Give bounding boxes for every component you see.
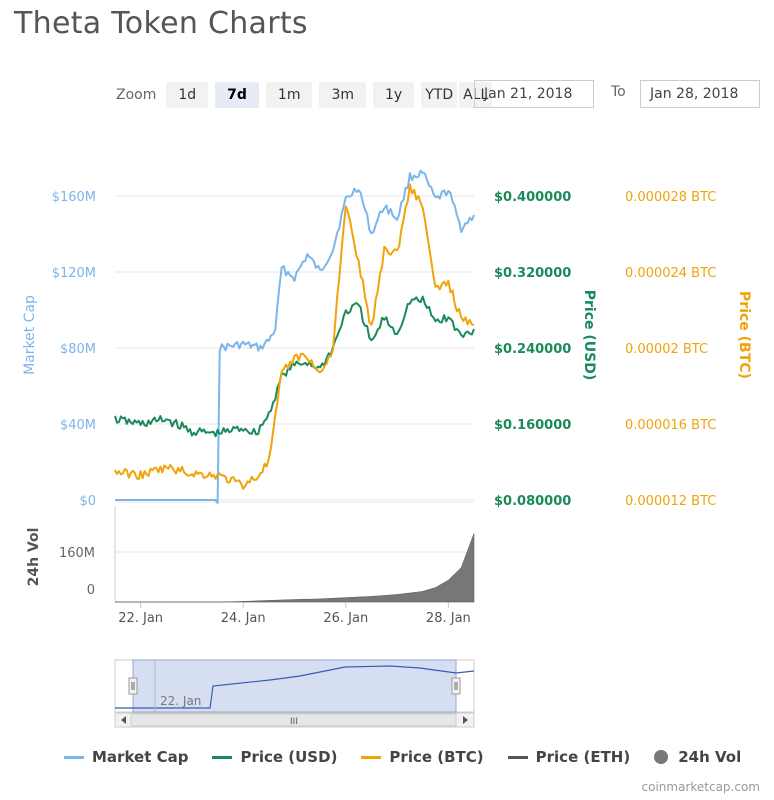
price-btc-tick-label: 0.000016 BTC xyxy=(625,418,716,433)
market-cap-tick-label: $160M xyxy=(52,190,96,205)
range-to-label: To xyxy=(611,84,626,100)
credit-text: coinmarketcap.com xyxy=(641,780,760,794)
market-cap-tick-label: $80M xyxy=(60,342,96,357)
zoom-1y-button[interactable]: 1y xyxy=(373,82,415,108)
market-cap-tick-label: $0 xyxy=(79,494,96,509)
x-tick-label: 26. Jan xyxy=(323,611,368,626)
price-chart: $0 $0.080000 0.000012 BTC $40M $0.160000 0.00… xyxy=(22,169,752,728)
zoom-1m-button[interactable]: 1m xyxy=(265,82,313,108)
volume-axis-title: 24h Vol xyxy=(26,528,42,587)
price-usd-series-line xyxy=(114,295,475,438)
x-tick-label: 24. Jan xyxy=(221,611,266,626)
volume-area xyxy=(115,533,475,603)
legend-label: Market Cap xyxy=(92,748,189,766)
zoom-1d-button[interactable]: 1d xyxy=(166,82,209,108)
legend-item-price-btc[interactable]: Price (BTC) xyxy=(361,748,484,766)
range-to-input[interactable]: Jan 28, 2018 xyxy=(640,80,760,108)
navigator-handle[interactable] xyxy=(128,677,138,695)
zoom-ytd-button[interactable]: YTD xyxy=(421,82,458,108)
legend-item-market-cap[interactable]: Market Cap xyxy=(64,748,188,766)
legend-item-price-eth[interactable]: Price (ETH) xyxy=(507,748,631,766)
market-cap-axis-title: Market Cap xyxy=(22,295,38,375)
legend-item-price-usd[interactable]: Price (USD) xyxy=(212,748,337,766)
legend: Market Cap Price (USD) Price (BTC) Price… xyxy=(64,748,765,766)
price-btc-axis-title: Price (BTC) xyxy=(736,291,752,379)
navigator-handle[interactable] xyxy=(451,677,461,695)
navigator-tick-label: 22. Jan xyxy=(160,694,201,708)
zoom-7d-button[interactable]: 7d xyxy=(215,82,259,108)
price-btc-tick-label: 0.000012 BTC xyxy=(625,494,716,509)
price-btc-series-line xyxy=(114,183,475,490)
scroll-right-icon[interactable] xyxy=(463,716,468,724)
price-btc-tick-label: 0.00002 BTC xyxy=(625,342,708,357)
legend-label: Price (BTC) xyxy=(389,748,484,766)
navigator-scrollbar-thumb[interactable] xyxy=(130,713,457,727)
scrollbar-grip-label: III xyxy=(290,717,298,727)
legend-label: Price (ETH) xyxy=(535,748,631,766)
price-usd-tick-label: $0.400000 xyxy=(494,190,571,205)
price-usd-axis-title: Price (USD) xyxy=(581,290,597,381)
volume-tick-label: 0 xyxy=(87,583,95,598)
zoom-3m-button[interactable]: 3m xyxy=(319,82,367,108)
legend-label: Price (USD) xyxy=(240,748,338,766)
market-cap-tick-label: $120M xyxy=(52,266,96,281)
market-cap-tick-label: $40M xyxy=(60,418,96,433)
legend-label: 24h Vol xyxy=(678,748,742,766)
x-tick-label: 28. Jan xyxy=(426,611,471,626)
price-usd-tick-label: $0.160000 xyxy=(494,418,571,433)
zoom-label: Zoom xyxy=(116,87,157,103)
legend-item-24h-vol[interactable]: 24h Vol xyxy=(654,748,741,766)
price-usd-tick-label: $0.240000 xyxy=(494,342,571,357)
price-btc-tick-label: 0.000024 BTC xyxy=(625,266,716,281)
zoom-all-button[interactable]: ALL xyxy=(459,82,493,108)
price-btc-tick-label: 0.000028 BTC xyxy=(625,190,716,205)
scroll-left-icon[interactable] xyxy=(121,716,126,724)
legend-dot-icon xyxy=(654,750,669,764)
navigator-selection xyxy=(132,659,457,713)
price-usd-tick-label: $0.080000 xyxy=(494,494,571,509)
price-usd-tick-label: $0.320000 xyxy=(494,266,571,281)
page-title: Theta Token Charts xyxy=(14,6,308,41)
volume-tick-label: 160M xyxy=(59,546,95,561)
navigator-series-line xyxy=(115,665,475,709)
market-cap-series-line xyxy=(115,169,475,505)
legend-line-icon xyxy=(212,755,233,759)
range-from-input[interactable]: Jan 21, 2018 xyxy=(474,80,594,108)
legend-line-icon xyxy=(64,755,84,759)
legend-line-icon xyxy=(361,755,382,759)
zoom-bar: Zoom 1d 7d 1m 3m 1y YTD ALL xyxy=(116,80,499,110)
legend-line-icon xyxy=(507,755,528,759)
x-tick-label: 22. Jan xyxy=(118,611,163,626)
